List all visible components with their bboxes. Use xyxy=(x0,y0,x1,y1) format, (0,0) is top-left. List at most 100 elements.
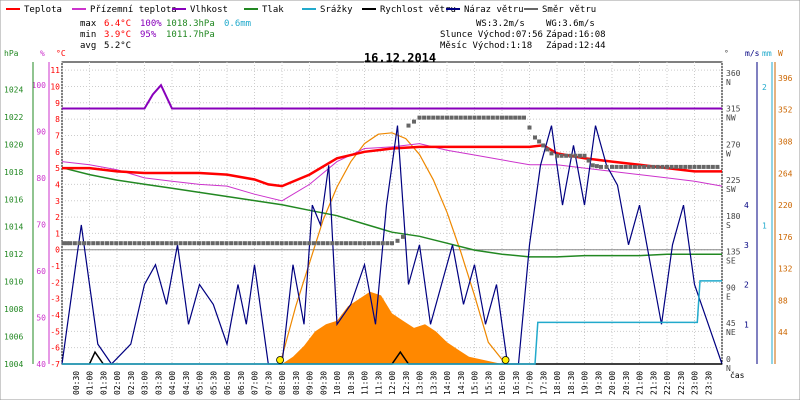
wind-direction-point xyxy=(412,119,416,124)
wind-direction-point xyxy=(380,241,385,246)
axis-unit-wind: m/s xyxy=(745,49,760,58)
wind-tick: 3 xyxy=(744,241,749,250)
solar-tick: 88 xyxy=(778,296,788,305)
x-tick-label: 15:30 xyxy=(484,371,493,395)
wind-direction-point xyxy=(495,115,500,120)
hpa-tick: 1020 xyxy=(4,140,23,149)
wind-direction-point xyxy=(390,241,394,246)
wind-direction-point xyxy=(665,164,669,169)
dir-tick-label: SW xyxy=(726,185,736,194)
wind-direction-point xyxy=(91,241,96,246)
dir-tick-label: S xyxy=(726,221,731,230)
wind-direction-point xyxy=(533,135,537,140)
max-rain: 0.6mm xyxy=(224,19,251,29)
temp-tick: 4 xyxy=(55,180,60,189)
wind-direction-point xyxy=(594,164,599,169)
wind-direction-point xyxy=(440,115,445,120)
wind-direction-point xyxy=(150,241,155,246)
avg-temp: 5.2°C xyxy=(104,41,131,51)
x-tick-label: 15:00 xyxy=(471,371,480,395)
dir-tick-label: N xyxy=(726,364,731,373)
temp-tick: 5 xyxy=(55,164,60,173)
x-tick-label: 08:00 xyxy=(278,371,287,395)
wind-direction-point xyxy=(463,115,468,120)
hpa-tick: 1018 xyxy=(4,168,23,177)
axis-unit-temp: °C xyxy=(56,49,66,58)
summary-block: max 6.4°C 100% 1018.3hPa 0.6mm min 3.9°C… xyxy=(80,19,606,51)
wind-direction-point xyxy=(678,164,683,169)
x-tick-label: 19:30 xyxy=(594,371,603,395)
wind-direction-point xyxy=(715,164,720,169)
wind-direction-point xyxy=(371,241,376,246)
wind-direction-point xyxy=(196,241,201,246)
wind-direction-point xyxy=(426,115,431,120)
wind-direction-point xyxy=(692,164,697,169)
wind-direction-point xyxy=(568,153,573,158)
rain-tick: 2 xyxy=(762,83,767,92)
wind-direction-point xyxy=(522,115,526,120)
wind-tick: 1 xyxy=(744,320,749,329)
wind-tick: 2 xyxy=(744,281,749,290)
wind-direction-point xyxy=(64,241,69,246)
ground-temperature-line xyxy=(61,143,723,202)
rain-line xyxy=(62,280,722,365)
temp-tick: 8 xyxy=(55,115,60,124)
wind-direction-point xyxy=(660,164,665,169)
wind-direction-point xyxy=(334,241,339,246)
wind-direction-point xyxy=(527,125,532,130)
wind-direction-point xyxy=(192,241,197,246)
dir-tick-value: 180 xyxy=(726,212,741,221)
pct-tick: 90 xyxy=(36,128,46,137)
wind-direction-point xyxy=(449,115,454,120)
wind-direction-point xyxy=(545,147,550,152)
max-temp: 6.4°C xyxy=(104,19,131,29)
hpa-tick: 1008 xyxy=(4,305,23,314)
wind-direction-point xyxy=(141,241,146,246)
x-tick-label: 20:30 xyxy=(622,371,631,395)
wind-direction-point xyxy=(146,241,151,246)
wind-direction-point xyxy=(68,241,73,246)
temp-tick: -7 xyxy=(50,360,60,369)
wind-direction-point xyxy=(233,241,238,246)
wind-direction-point xyxy=(238,241,243,246)
legend-label: Srážky xyxy=(320,5,353,15)
wind-direction-point xyxy=(477,115,482,120)
x-tick-label: 05:30 xyxy=(209,371,218,395)
x-tick-label: 22:00 xyxy=(663,371,672,395)
wind-direction-point xyxy=(270,241,275,246)
wind-direction-point xyxy=(651,164,656,169)
wind-direction-point xyxy=(385,241,390,246)
temp-tick: -2 xyxy=(50,278,60,287)
wind-direction-point xyxy=(467,115,472,120)
wind-direction-point xyxy=(582,153,587,158)
wind-direction-point xyxy=(417,115,422,120)
wind-direction-point xyxy=(118,241,123,246)
wind-direction-point xyxy=(559,153,564,158)
wind-direction-point xyxy=(683,164,688,169)
solar-radiation-area xyxy=(62,291,722,364)
wind-direction-point xyxy=(114,241,119,246)
wind-direction-point xyxy=(219,241,224,246)
dir-tick-value: 135 xyxy=(726,248,741,257)
wind-direction-point xyxy=(252,241,257,246)
wind-direction-point xyxy=(77,241,82,246)
sun-set: Západ:16:08 xyxy=(546,30,606,40)
wind-direction-point xyxy=(155,241,160,246)
wind-direction-point xyxy=(95,241,100,246)
wind-direction-point xyxy=(311,241,316,246)
wind-direction-point xyxy=(508,115,513,120)
avg-label: avg xyxy=(80,41,96,51)
x-tick-label: 04:00 xyxy=(168,371,177,395)
hpa-tick: 1014 xyxy=(4,223,23,232)
x-axis: 00:30 01:00 01:30 02:00 02:30 03:00 03:30 04:00… xyxy=(72,371,714,395)
legend-label: Náraz větru xyxy=(464,5,524,15)
chart-title: 16.12.2014 xyxy=(364,51,436,65)
wind-direction-point xyxy=(577,153,582,158)
x-tick-label: 21:00 xyxy=(636,371,645,395)
wind-gust-stat: WG:3.6m/s xyxy=(546,19,595,29)
x-tick-label: 10:30 xyxy=(347,371,356,395)
x-tick-label: 02:00 xyxy=(113,371,122,395)
solar-tick: 308 xyxy=(778,137,793,146)
wind-direction-point xyxy=(183,241,188,246)
x-tick-label: 08:30 xyxy=(292,371,301,395)
